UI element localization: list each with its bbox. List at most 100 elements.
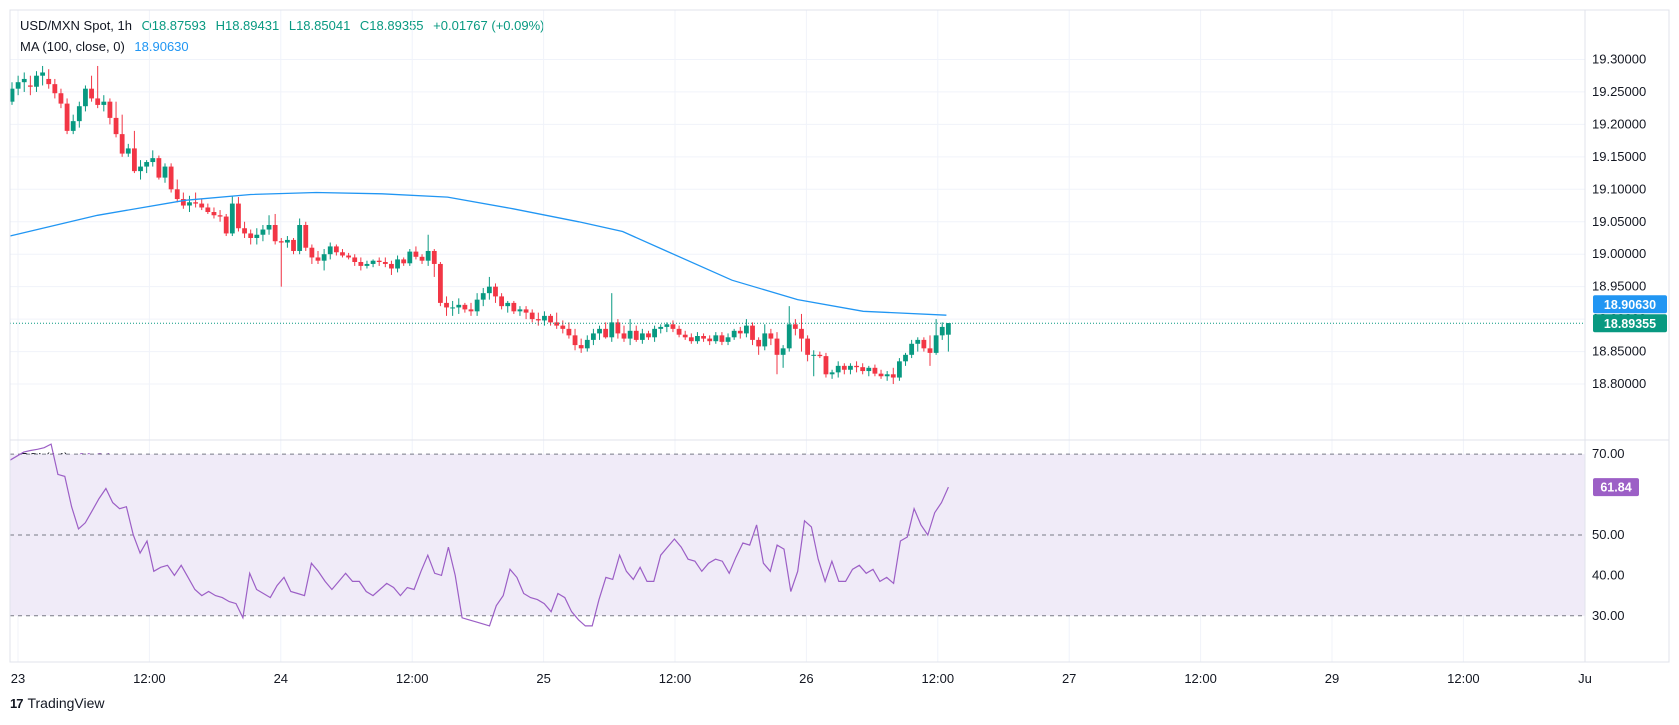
candle-body bbox=[358, 262, 364, 266]
time-tick-label: 12:00 bbox=[133, 671, 166, 686]
candles bbox=[9, 65, 951, 385]
candle-body bbox=[713, 335, 719, 342]
candle-body bbox=[205, 207, 211, 213]
candle-body bbox=[554, 322, 560, 326]
candle-body bbox=[211, 212, 217, 216]
candle-body bbox=[174, 189, 180, 200]
candle-body bbox=[382, 262, 388, 264]
time-tick-label: 29 bbox=[1325, 671, 1339, 686]
candle-body bbox=[242, 228, 247, 234]
time-tick-label: 24 bbox=[274, 671, 288, 686]
candle-body bbox=[682, 334, 688, 338]
candle-body bbox=[805, 338, 810, 355]
price-tick-label: 19.05000 bbox=[1592, 214, 1646, 229]
candle-body bbox=[633, 330, 639, 340]
time-tick-label: 12:00 bbox=[1184, 671, 1217, 686]
candle-body bbox=[750, 325, 755, 340]
price-tick-label: 19.10000 bbox=[1592, 181, 1646, 196]
candle-body bbox=[125, 148, 131, 154]
candle-body bbox=[180, 199, 186, 206]
candle-body bbox=[707, 338, 713, 342]
candle-body bbox=[890, 374, 896, 378]
candle-body bbox=[866, 367, 872, 372]
candle-body bbox=[15, 82, 21, 89]
candle-body bbox=[676, 328, 682, 335]
candle-body bbox=[297, 225, 303, 251]
candle-body bbox=[927, 348, 933, 353]
price-axis[interactable]: 19.30000 19.25000 19.20000 19.15000 19.10000… bbox=[1592, 51, 1646, 391]
candle-body bbox=[597, 328, 602, 334]
candle-body bbox=[309, 247, 315, 258]
candle-body bbox=[774, 338, 780, 355]
price-tick-label: 19.25000 bbox=[1592, 84, 1646, 99]
candle-body bbox=[615, 322, 621, 334]
rsi-axis[interactable]: 70.00 50.00 40.00 30.00 bbox=[1592, 446, 1625, 623]
candle-body bbox=[560, 325, 566, 329]
candle-body bbox=[187, 202, 192, 206]
ma-label: MA (100, close, 0) bbox=[20, 39, 125, 54]
candle-body bbox=[425, 250, 431, 261]
candle-body bbox=[291, 239, 296, 251]
candle-body bbox=[909, 343, 915, 355]
candle-body bbox=[639, 333, 645, 340]
candle-body bbox=[945, 323, 951, 335]
rsi-badge: 61.84 bbox=[1600, 481, 1631, 495]
last-price-badge: 18.89355 bbox=[1604, 317, 1656, 331]
candle-body bbox=[156, 158, 162, 178]
ma-price-badge-bg bbox=[1593, 295, 1667, 314]
ma-price-badge: 18.90630 bbox=[1604, 298, 1656, 312]
tradingview-logo-mark: 17 bbox=[10, 695, 24, 711]
candle-body bbox=[144, 162, 150, 167]
candle-body bbox=[786, 324, 792, 349]
candle-body bbox=[829, 372, 835, 375]
candle-body bbox=[89, 88, 94, 99]
close-value: C18.89355 bbox=[359, 18, 424, 33]
candle-body bbox=[107, 101, 113, 118]
price-tick-label: 18.95000 bbox=[1592, 279, 1646, 294]
candle-body bbox=[260, 229, 266, 235]
candle-body bbox=[835, 365, 841, 373]
candle-body bbox=[658, 326, 664, 329]
candle-body bbox=[254, 234, 260, 238]
candle-body bbox=[542, 315, 547, 321]
candle-body bbox=[266, 225, 272, 230]
candle-body bbox=[52, 84, 58, 94]
panel-frame bbox=[9, 9, 1670, 663]
ma-legend[interactable]: MA (100, close, 0) 18.90630 bbox=[20, 39, 195, 54]
candle-body bbox=[438, 263, 443, 303]
time-axis[interactable]: 23 12:00 24 12:00 25 12:00 26 12:00 27 12:00 29 12:… bbox=[11, 671, 1592, 686]
candle-body bbox=[572, 335, 578, 346]
candle-body bbox=[652, 328, 657, 338]
tradingview-logo[interactable]: 17 TradingView bbox=[10, 695, 105, 711]
candle-body bbox=[413, 251, 419, 257]
candle-body bbox=[811, 354, 817, 356]
candle-body bbox=[529, 312, 535, 320]
candle-body bbox=[278, 241, 284, 243]
candle-body bbox=[272, 225, 278, 242]
candle-body bbox=[903, 354, 908, 362]
chart-header: USD/MXN Spot, 1h O18.87593 H18.89431 L18… bbox=[20, 18, 550, 33]
time-tick-label: 12:00 bbox=[659, 671, 692, 686]
candle-body bbox=[646, 333, 651, 338]
candle-body bbox=[132, 148, 137, 172]
price-tick-label: 18.80000 bbox=[1592, 376, 1646, 391]
symbol-label[interactable]: USD/MXN Spot, 1h bbox=[20, 18, 132, 33]
candle-body bbox=[168, 166, 174, 190]
time-tick-label: 12:00 bbox=[1447, 671, 1480, 686]
candle-body bbox=[468, 309, 474, 312]
candle-body bbox=[285, 239, 290, 243]
candle-body bbox=[756, 339, 762, 347]
candle-body bbox=[119, 134, 125, 154]
candle-body bbox=[609, 322, 615, 338]
candle-body bbox=[340, 252, 345, 256]
candle-body bbox=[688, 337, 694, 342]
candle-body bbox=[621, 333, 627, 339]
candle-body bbox=[9, 88, 15, 102]
candle-body bbox=[352, 257, 358, 262]
candle-body bbox=[517, 309, 523, 312]
candle-body bbox=[376, 260, 382, 262]
candle-body bbox=[370, 260, 376, 264]
time-tick-label: Ju bbox=[1578, 671, 1592, 686]
open-value: O18.87593 bbox=[141, 18, 206, 33]
